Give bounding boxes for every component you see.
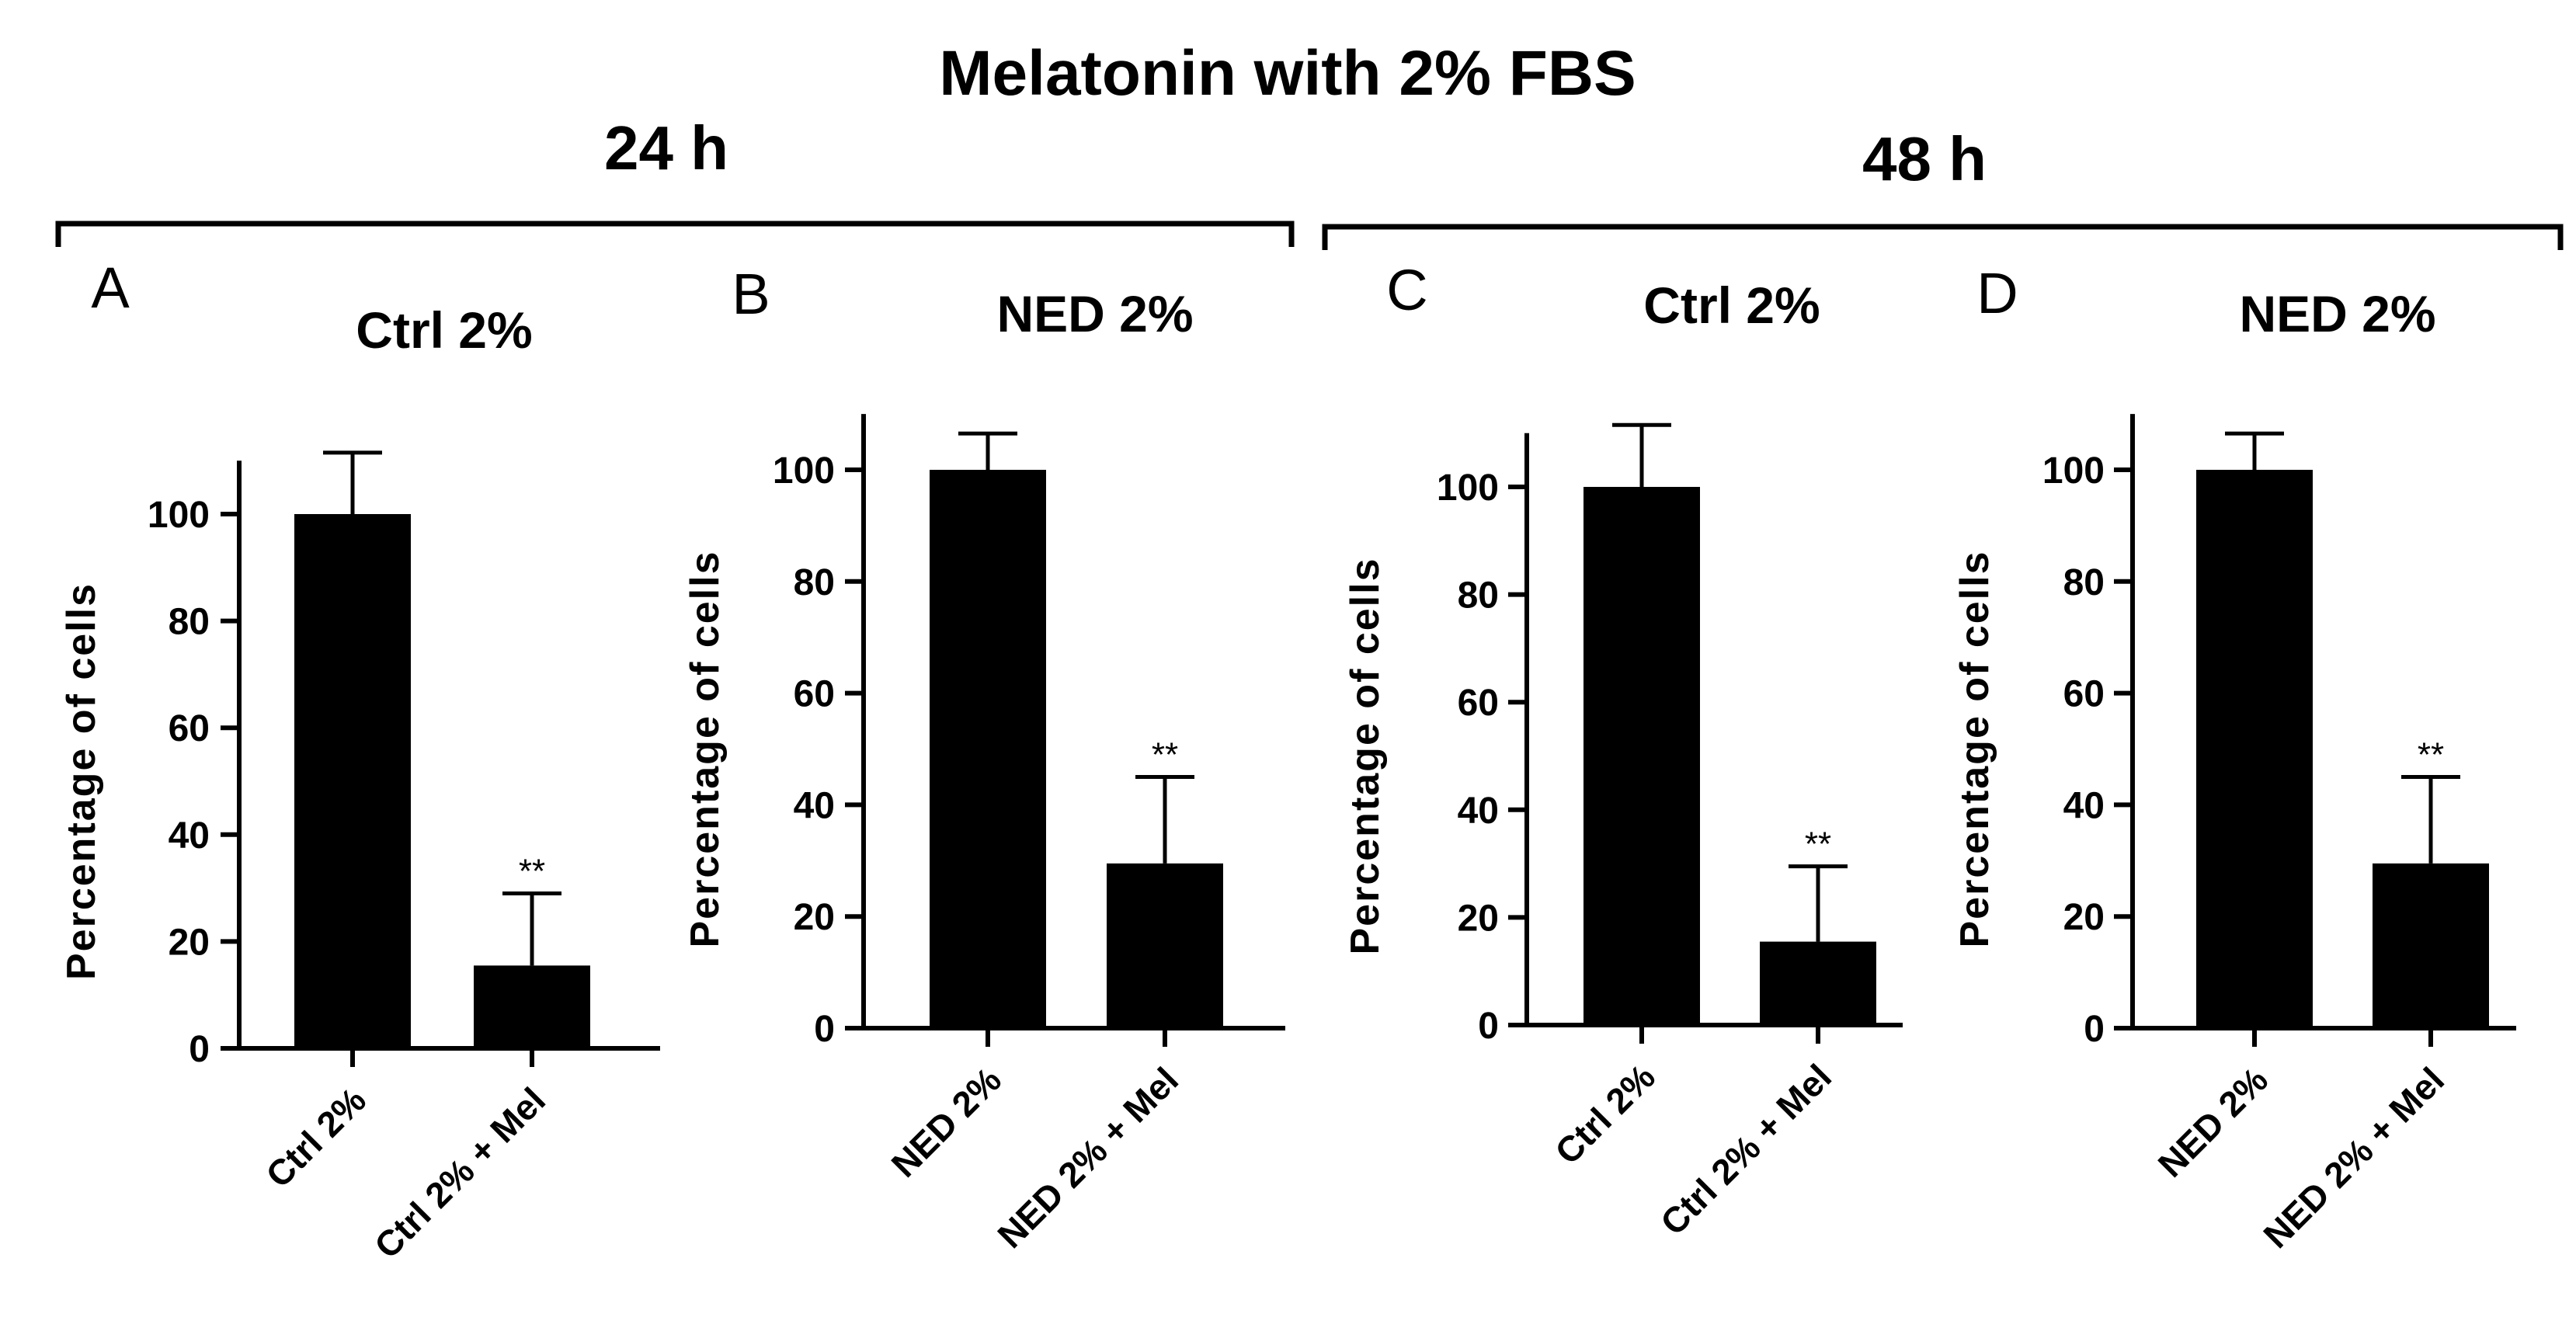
x-tick-label: Ctrl 2% bbox=[1547, 1056, 1663, 1172]
y-tick-label: 0 bbox=[189, 1029, 210, 1070]
y-tick-label: 0 bbox=[1478, 1006, 1499, 1047]
bar bbox=[294, 514, 411, 1048]
y-tick-label: 60 bbox=[794, 674, 835, 715]
panel-title: NED 2% bbox=[2239, 285, 2435, 342]
panel-letter: C bbox=[1386, 258, 1427, 322]
x-tick-label: Ctrl 2% bbox=[258, 1079, 374, 1195]
y-tick-label: 40 bbox=[169, 815, 210, 857]
significance-marker: ** bbox=[1152, 735, 1178, 773]
group-label-24h: 24 h bbox=[604, 113, 728, 182]
y-tick-label: 80 bbox=[794, 562, 835, 603]
y-tick-label: 40 bbox=[1458, 791, 1499, 832]
panel-title: Ctrl 2% bbox=[356, 301, 532, 359]
group-label-48h: 48 h bbox=[1862, 124, 1987, 193]
x-tick-label: Ctrl 2% + Mel bbox=[1653, 1056, 1839, 1242]
y-axis-label: Percentage of cells bbox=[1343, 558, 1388, 955]
panel-title: Ctrl 2% bbox=[1643, 276, 1820, 334]
panel-letter: D bbox=[1976, 261, 2018, 325]
bar bbox=[1107, 863, 1223, 1028]
y-axis-label: Percentage of cells bbox=[683, 551, 728, 948]
y-axis-label: Percentage of cells bbox=[1952, 551, 1997, 948]
panel-d: D NED 2% 0 20 40 60 80 100 Percentage of cells NE… bbox=[1952, 261, 2516, 1256]
y-tick-label: 20 bbox=[794, 897, 835, 938]
y-tick-label: 40 bbox=[2063, 785, 2105, 826]
y-tick-label: 0 bbox=[2084, 1009, 2105, 1050]
group-bracket-24h bbox=[55, 221, 1295, 247]
figure-title: Melatonin with 2% FBS bbox=[939, 38, 1636, 109]
panel-b: B NED 2% 0 20 40 60 80 100 Percentage of cells NE… bbox=[683, 262, 1285, 1256]
y-tick-label: 20 bbox=[2063, 897, 2105, 938]
y-tick-label: 80 bbox=[169, 602, 210, 643]
x-tick-label: NED 2% + Mel bbox=[2255, 1059, 2452, 1256]
panel-c: C Ctrl 2% 0 20 40 60 80 100 Percentage of cells C… bbox=[1343, 258, 1903, 1242]
bar bbox=[1760, 941, 1876, 1025]
y-tick-label: 100 bbox=[1437, 467, 1499, 509]
panel-title: NED 2% bbox=[996, 285, 1193, 342]
y-tick-label: 100 bbox=[2042, 450, 2105, 492]
y-tick-label: 60 bbox=[169, 708, 210, 749]
significance-marker: ** bbox=[1805, 825, 1831, 864]
panel-letter: B bbox=[732, 262, 770, 326]
bar bbox=[2373, 863, 2489, 1028]
bar bbox=[474, 965, 590, 1048]
y-tick-label: 100 bbox=[773, 450, 835, 492]
y-tick-label: 80 bbox=[2063, 562, 2105, 603]
significance-marker: ** bbox=[2418, 735, 2444, 773]
bar bbox=[930, 470, 1046, 1028]
y-tick-label: 60 bbox=[2063, 674, 2105, 715]
significance-marker: ** bbox=[519, 852, 545, 890]
y-tick-label: 20 bbox=[1458, 898, 1499, 939]
x-tick-label: NED 2% bbox=[884, 1059, 1009, 1184]
x-tick-label: NED 2% + Mel bbox=[989, 1059, 1186, 1256]
x-tick-label: NED 2% bbox=[2150, 1059, 2275, 1184]
panel-a: A Ctrl 2% 0 20 40 60 80 100 Percentage of cells C… bbox=[59, 255, 660, 1266]
y-tick-label: 100 bbox=[148, 495, 210, 536]
y-tick-label: 20 bbox=[169, 922, 210, 963]
y-tick-label: 0 bbox=[814, 1009, 835, 1050]
bar bbox=[1583, 487, 1700, 1025]
y-axis-label: Percentage of cells bbox=[59, 582, 104, 980]
y-tick-label: 80 bbox=[1458, 575, 1499, 617]
x-tick-label: Ctrl 2% + Mel bbox=[367, 1079, 553, 1266]
bar bbox=[2196, 470, 2313, 1028]
y-tick-label: 60 bbox=[1458, 683, 1499, 724]
panel-letter: A bbox=[91, 255, 130, 320]
y-tick-label: 40 bbox=[794, 785, 835, 826]
group-bracket-48h bbox=[1322, 224, 2564, 250]
